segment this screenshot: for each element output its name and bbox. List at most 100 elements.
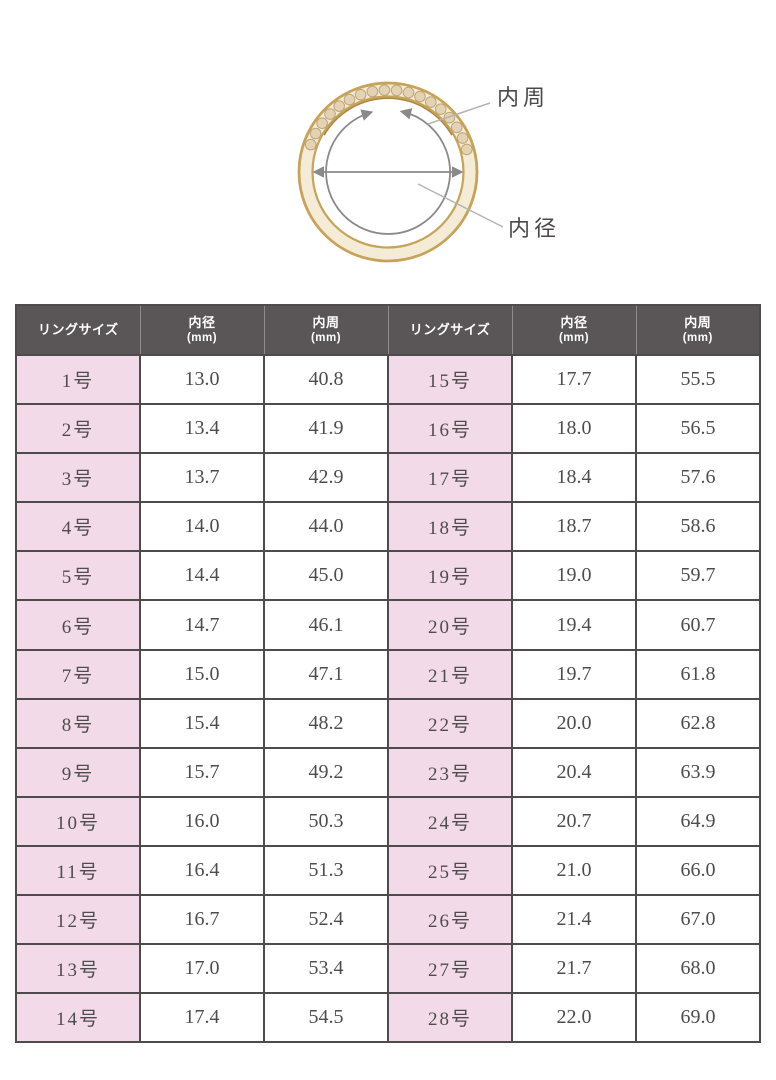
inner-circumference-cell: 64.9 [635,795,761,847]
column-header-unit: (mm) [186,332,218,345]
table-row: 9号 15.7 49.2 23号 20.4 63.9 [15,746,761,798]
inner-diameter-cell: 16.4 [139,844,265,897]
ring-size-cell: 7号 [15,648,141,700]
header-row: リングサイズ 内径 (mm) 内周 (mm) リングサイズ 内径 (mm [15,304,760,356]
inner-circumference-cell: 46.1 [263,599,389,651]
column-header-inner-diameter: 内径 (mm) [511,304,636,356]
inner-diameter-cell: 18.7 [511,501,637,553]
inner-circumference-cell: 67.0 [635,894,761,946]
column-header-label: リングサイズ [37,321,119,337]
ring-illustration: 内周 内径 [270,55,570,275]
gem-icon [390,84,403,97]
gem-icon [456,132,469,144]
table-row: 11号 16.4 51.3 25号 21.0 66.0 [15,844,761,897]
inner-circumference-cell: 47.1 [263,648,389,700]
ring-size-table-header: リングサイズ 内径 (mm) 内周 (mm) リングサイズ 内径 (mm [15,304,760,356]
ring-size-cell: 9号 [15,746,141,798]
table-row: 6号 14.7 46.1 20号 19.4 60.7 [15,599,761,651]
inner-diameter-cell: 20.4 [511,746,637,798]
inner-circumference-cell: 68.0 [635,943,761,995]
inner-circumference-cell: 40.8 [263,353,389,406]
inner-diameter-cell: 14.4 [139,550,265,602]
ring-outer-edge [297,81,479,263]
inner-circumference-cell: 60.7 [635,599,761,651]
ring-size-cell: 24号 [387,795,513,847]
ring-size-cell: 21号 [387,648,513,700]
inner-diameter-cell: 19.7 [511,648,637,700]
gem-icon [354,88,367,101]
ring-size-cell: 22号 [387,697,513,749]
ring-size-cell: 5号 [15,550,141,602]
ring-gems [304,84,473,156]
table-row: 4号 14.0 44.0 18号 18.7 58.6 [15,501,761,553]
ring-size-cell: 1号 [15,353,141,406]
inner-diameter-cell: 14.7 [139,599,265,651]
inner-circumference-cell: 53.4 [263,943,389,995]
ring-size-table-body: 1号 13.0 40.8 15号 17.7 55.5 2号 13.4 41.9 … [15,353,761,1044]
inner-circumference-cell: 59.7 [635,550,761,602]
inner-circumference-cell: 49.2 [263,746,389,798]
inner-circumference-cell: 51.3 [263,844,389,897]
column-header-inner-diameter: 内径 (mm) [139,304,264,356]
inner-circumference-cell: 44.0 [263,501,389,553]
inner-diameter-cell: 16.7 [139,894,265,946]
gem-icon [434,103,447,116]
ring-size-cell: 26号 [387,894,513,946]
table-row: 10号 16.0 50.3 24号 20.7 64.9 [15,795,761,847]
inner-circumference-cell: 56.5 [635,403,761,455]
ring-size-cell: 12号 [15,894,141,946]
column-header-inner-circumference: 内周 (mm) [635,304,760,356]
ring-size-cell: 23号 [387,746,513,798]
ring-diagram-svg: 内周 内径 [297,81,556,263]
inner-diameter-cell: 14.0 [139,501,265,553]
ring-size-cell: 27号 [387,943,513,995]
ring-size-cell: 2号 [15,403,141,455]
ring-size-cell: 16号 [387,403,513,455]
table-row: 13号 17.0 53.4 27号 21.7 68.0 [15,943,761,995]
ring-size-cell: 4号 [15,501,141,553]
inner-circumference-cell: 63.9 [635,746,761,798]
inner-circumference-label: 内周 [497,85,549,110]
ring-size-cell: 20号 [387,599,513,651]
inner-diameter-cell: 16.0 [139,795,265,847]
inner-diameter-cell: 13.0 [139,353,265,406]
inner-circumference-arrow [325,108,451,235]
table-row: 7号 15.0 47.1 21号 19.7 61.8 [15,648,761,700]
column-header-label: リングサイズ [409,321,491,337]
inner-circumference-cell: 58.6 [635,501,761,553]
inner-diameter-cell: 21.0 [511,844,637,897]
gem-icon [443,111,456,124]
column-header-unit: (mm) [682,332,713,345]
inner-circumference-cell: 50.3 [263,795,389,847]
inner-diameter-cell: 13.4 [139,403,265,455]
table-row: 2号 13.4 41.9 16号 18.0 56.5 [15,403,761,455]
column-header-label: 内周 [684,315,712,331]
gem-icon [451,121,463,134]
inner-circumference-cell: 55.5 [635,353,761,406]
column-header-ring-size: リングサイズ [387,304,512,356]
inner-circumference-cell: 69.0 [635,992,761,1044]
gem-icon [309,127,322,140]
inner-circumference-cell: 61.8 [635,648,761,700]
ring-size-cell: 11号 [15,844,141,897]
inner-diameter-cell: 17.0 [139,943,265,995]
column-header-unit: (mm) [310,332,342,345]
ring-size-cell: 17号 [387,452,513,504]
column-header-label: 内周 [312,315,340,331]
table-row: 5号 14.4 45.0 19号 19.0 59.7 [15,550,761,602]
gem-icon [324,108,336,120]
gem-icon [402,86,415,99]
inner-circumference-cell: 52.4 [263,894,389,946]
inner-circumference-cell: 42.9 [263,452,389,504]
ring-size-cell: 15号 [387,353,513,406]
inner-circumference-cell: 48.2 [263,697,389,749]
column-header-label: 内径 [560,315,588,331]
gem-icon [425,96,437,108]
ring-size-cell: 10号 [15,795,141,847]
gem-icon [343,93,356,106]
table-row: 8号 15.4 48.2 22号 20.0 62.8 [15,697,761,749]
gem-icon [414,90,426,103]
ring-size-cell: 18号 [387,501,513,553]
ring-size-table: リングサイズ 内径 (mm) 内周 (mm) リングサイズ 内径 (mm [15,304,761,1044]
column-header-inner-circumference: 内周 (mm) [263,304,388,356]
